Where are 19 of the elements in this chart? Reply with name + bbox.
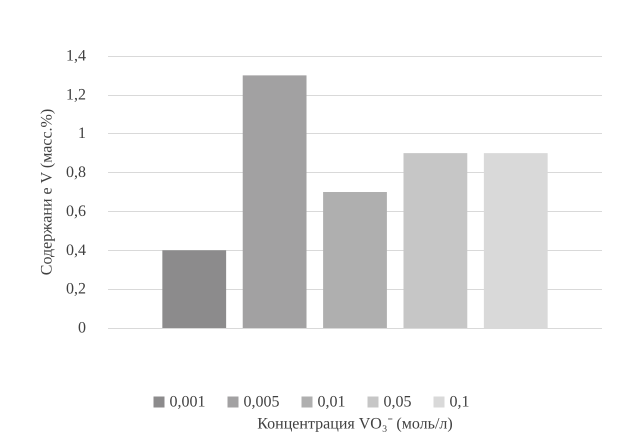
y-tick-label: 0,6 <box>66 202 86 220</box>
x-axis-title: Концентрация VO₃⁻ (моль/л) <box>257 416 453 432</box>
legend-label: 0,005 <box>244 394 280 410</box>
legend-label: 0,1 <box>450 394 470 410</box>
y-axis-title: Содержани е V (масс.%) <box>38 108 56 276</box>
y-tick-label: 1 <box>78 125 86 142</box>
y-tick-label: 0,4 <box>66 242 86 259</box>
bar <box>242 75 307 328</box>
y-tick-label: 1,2 <box>66 86 86 104</box>
bar <box>323 192 387 328</box>
y-tick-label: 0,2 <box>66 280 86 298</box>
bar <box>403 153 468 328</box>
legend-label: 0,001 <box>170 394 206 410</box>
legend-label: 0,05 <box>384 394 412 410</box>
legend-label: 0,01 <box>318 394 346 410</box>
y-tick-label: 0 <box>78 320 86 336</box>
y-tick-label: 0,8 <box>66 164 86 182</box>
y-tick-label: 1,4 <box>66 48 86 64</box>
bar <box>162 250 226 328</box>
